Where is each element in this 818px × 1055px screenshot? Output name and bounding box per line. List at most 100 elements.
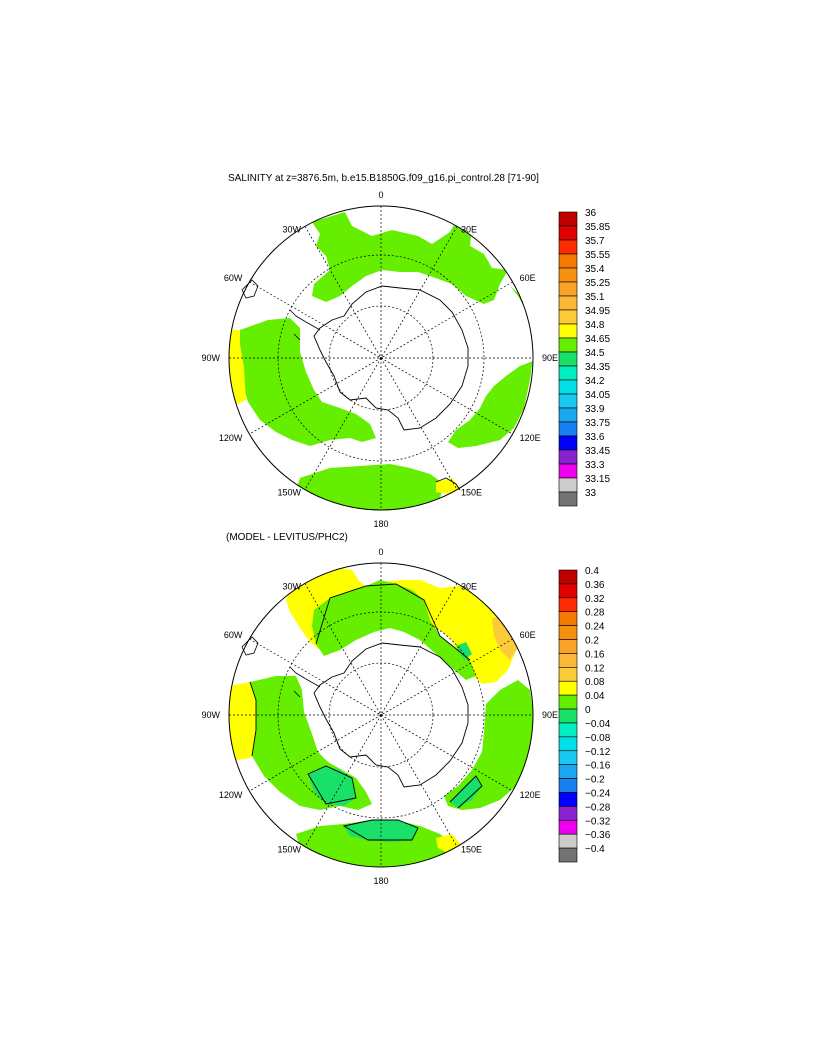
difference-contours xyxy=(249,583,483,841)
colorbar-tick-label: 34.2 xyxy=(585,376,605,387)
colorbar-tick-label: −0.04 xyxy=(585,719,611,730)
longitude-label: 180 xyxy=(373,876,388,886)
antarctica-outline xyxy=(313,642,469,788)
colorbar-swatch xyxy=(558,323,578,339)
antarctic-peninsula xyxy=(289,666,321,698)
colorbar-swatch xyxy=(558,281,578,297)
salinity-region-atlantic xyxy=(312,212,508,304)
colorbar-swatch xyxy=(558,449,578,465)
colorbar-tick-label: 36 xyxy=(585,208,597,219)
longitude-label: 90E xyxy=(542,710,558,720)
colorbar-tick-label: 35.7 xyxy=(585,236,605,247)
colorbar-tick-label: −0.36 xyxy=(585,830,611,841)
colorbar-swatch xyxy=(558,847,578,863)
colorbar-swatch xyxy=(558,583,578,599)
polar-map-difference xyxy=(228,562,534,868)
south-pole-dot xyxy=(380,714,382,716)
longitude-label: 90W xyxy=(201,353,220,363)
colorbar-swatch xyxy=(558,393,578,409)
salinity-region-pacific-west xyxy=(240,318,376,446)
colorbar-tick-label: 33.75 xyxy=(585,418,610,429)
salinity-high-patch-90w xyxy=(229,330,246,404)
difference-field xyxy=(229,566,533,867)
colorbar-swatch xyxy=(558,667,578,682)
colorbar-tick-label: 34.95 xyxy=(585,306,610,317)
colorbar-swatch xyxy=(558,625,578,640)
longitude-label: 120E xyxy=(520,790,541,800)
south-america-tip xyxy=(241,636,259,656)
colorbar-swatch xyxy=(558,239,578,255)
colorbar-tick-label: 0.12 xyxy=(585,663,605,674)
longitude-labels-difference: 0 30E 60E 90E 120E 150E 180 150W 120W 90W 60W 30W xyxy=(201,547,558,886)
diff-region-teal-130w xyxy=(308,766,356,806)
colorbar-swatch xyxy=(558,295,578,311)
colorbar-swatch xyxy=(558,597,578,613)
colorbar-tick-label: 35.25 xyxy=(585,278,610,289)
longitude-label: 0 xyxy=(378,547,383,557)
antarctica-outline xyxy=(313,285,469,431)
map-border xyxy=(228,205,534,511)
colorbar-swatch xyxy=(558,569,578,585)
longitude-label: 60W xyxy=(224,630,243,640)
longitude-label: 150W xyxy=(277,845,301,855)
diff-region-green-north xyxy=(312,580,476,680)
longitude-label: 150W xyxy=(277,488,301,498)
colorbar-swatch xyxy=(558,309,578,325)
salinity-field xyxy=(229,212,533,510)
longitude-label: 0 xyxy=(378,190,383,200)
colorbar-tick-label: 35.55 xyxy=(585,250,610,261)
colorbar-swatch xyxy=(558,806,578,821)
colorbar-swatch xyxy=(558,365,578,381)
colorbar-tick-label: 35.1 xyxy=(585,292,605,303)
longitude-label: 60E xyxy=(520,273,536,283)
colorbar-swatch xyxy=(558,253,578,269)
colorbar-swatch xyxy=(558,477,578,493)
longitude-label: 30W xyxy=(282,581,301,591)
colorbar-tick-label: 33.3 xyxy=(585,460,605,471)
colorbar-tick-label: −0.16 xyxy=(585,761,611,772)
longitude-label: 60W xyxy=(224,273,243,283)
colorbar-swatch xyxy=(558,337,578,353)
colorbar-tick-label: −0.08 xyxy=(585,733,611,744)
colorbar-swatch xyxy=(558,819,578,835)
colorbar-tick-label: 0.4 xyxy=(585,566,599,577)
colorbar-tick-label: 34.05 xyxy=(585,390,610,401)
colorbar-difference: 0.4 0.36 0.32 0.28 0.24 0.2 0.16 0.12 0.08 0.04 0 −… xyxy=(558,566,611,863)
colorbar-swatch xyxy=(558,351,578,367)
colorbar-tick-label: 34.8 xyxy=(585,320,605,331)
salinity-region-indian-east xyxy=(448,286,533,448)
colorbar-swatch xyxy=(558,833,578,849)
colorbar-swatch xyxy=(558,379,578,395)
colorbar-tick-label: 33 xyxy=(585,488,597,499)
colorbar-swatch xyxy=(558,639,578,654)
colorbar-tick-label: 35.4 xyxy=(585,264,605,275)
longitude-label: 120W xyxy=(219,433,243,443)
colorbar-swatch xyxy=(558,778,578,793)
longitude-label: 30E xyxy=(461,581,477,591)
colorbar-tick-label: 34.65 xyxy=(585,334,610,345)
colorbar-tick-label: −0.12 xyxy=(585,747,611,758)
longitude-label: 30E xyxy=(461,224,477,234)
colorbar-swatch xyxy=(558,211,578,227)
newzealand-marker xyxy=(435,477,461,491)
colorbar-tick-label: −0.24 xyxy=(585,788,611,799)
colorbar-swatch xyxy=(558,225,578,241)
diff-region-yellow-90w xyxy=(229,682,258,760)
longitude-label: 180 xyxy=(373,519,388,529)
colorbar-tick-label: 0.24 xyxy=(585,622,605,633)
colorbar-tick-label: −0.28 xyxy=(585,802,611,813)
colorbar-swatch xyxy=(558,694,578,710)
colorbar-tick-label: 0.28 xyxy=(585,608,605,619)
colorbar-swatch xyxy=(558,736,578,752)
colorbar-tick-label: 0 xyxy=(585,705,591,716)
colorbar-swatch xyxy=(558,653,578,668)
colorbar-swatch xyxy=(558,491,578,507)
diff-region-teal-120e xyxy=(450,776,482,808)
colorbar-tick-label: 0.36 xyxy=(585,580,605,591)
colorbar-swatch xyxy=(558,463,578,479)
diff-region-green-120e xyxy=(444,680,533,810)
colorbar-tick-label: −0.32 xyxy=(585,816,611,827)
colorbar-tick-label: 33.9 xyxy=(585,404,605,415)
longitude-label: 90W xyxy=(201,710,220,720)
colorbar-tick-label: 33.6 xyxy=(585,432,605,443)
